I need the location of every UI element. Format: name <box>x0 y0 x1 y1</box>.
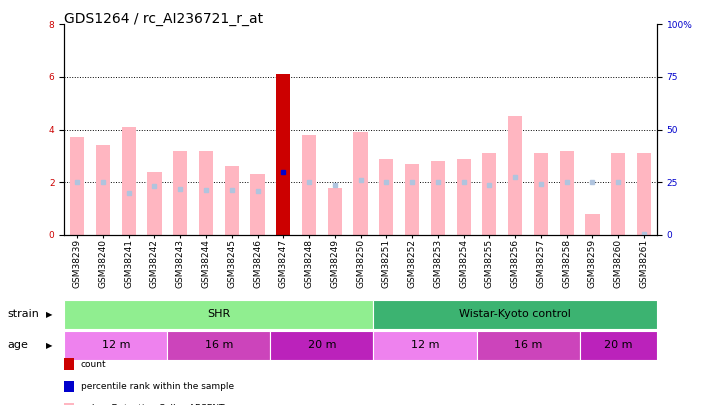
Bar <box>167 331 271 360</box>
Bar <box>64 331 167 360</box>
Bar <box>580 331 657 360</box>
Text: 16 m: 16 m <box>514 341 542 350</box>
Bar <box>147 172 161 235</box>
Bar <box>251 175 265 235</box>
Bar <box>637 153 651 235</box>
Text: count: count <box>81 360 106 369</box>
Text: 16 m: 16 m <box>205 341 233 350</box>
Bar <box>483 153 496 235</box>
Bar <box>271 331 373 360</box>
Text: value, Detection Call = ABSENT: value, Detection Call = ABSENT <box>81 404 224 405</box>
Text: ▶: ▶ <box>46 341 53 350</box>
Text: strain: strain <box>7 309 39 319</box>
Text: SHR: SHR <box>207 309 231 319</box>
Text: 12 m: 12 m <box>411 341 439 350</box>
Text: 20 m: 20 m <box>604 341 633 350</box>
Bar <box>96 145 110 235</box>
Bar <box>560 151 574 235</box>
Bar <box>476 331 580 360</box>
Bar <box>64 300 373 329</box>
Bar <box>508 117 522 235</box>
Text: ▶: ▶ <box>46 310 53 319</box>
Bar <box>456 159 471 235</box>
Text: Wistar-Kyoto control: Wistar-Kyoto control <box>459 309 571 319</box>
Text: 12 m: 12 m <box>101 341 130 350</box>
Bar <box>173 151 187 235</box>
Bar <box>585 214 600 235</box>
Bar <box>611 153 625 235</box>
Bar <box>70 138 84 235</box>
Bar <box>353 132 368 235</box>
Bar <box>534 153 548 235</box>
Bar <box>405 164 419 235</box>
Text: 20 m: 20 m <box>308 341 336 350</box>
Bar <box>225 166 238 235</box>
Bar <box>373 331 476 360</box>
Bar <box>328 188 342 235</box>
Text: percentile rank within the sample: percentile rank within the sample <box>81 382 233 391</box>
Text: GDS1264 / rc_AI236721_r_at: GDS1264 / rc_AI236721_r_at <box>64 12 263 26</box>
Bar <box>373 300 657 329</box>
Bar <box>199 151 213 235</box>
Bar <box>302 135 316 235</box>
Text: age: age <box>7 341 28 350</box>
Bar <box>121 127 136 235</box>
Bar <box>431 161 445 235</box>
Bar <box>379 159 393 235</box>
Bar <box>276 75 291 235</box>
